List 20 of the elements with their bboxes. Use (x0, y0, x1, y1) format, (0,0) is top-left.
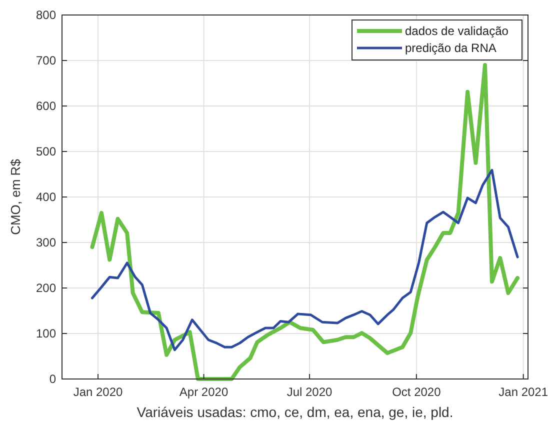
y-axis-title: CMO, em R$ (8, 158, 23, 235)
y-tick-label: 100 (36, 326, 56, 340)
legend-label: dados de validação (405, 24, 509, 38)
x-tick-label: Oct 2020 (392, 385, 442, 399)
legend-label: predição da RNA (405, 41, 496, 55)
y-tick-label: 400 (36, 190, 56, 204)
x-axis-title: Variáveis usadas: cmo, ce, dm, ea, ena, ge, ie, pld. (136, 404, 454, 420)
y-tick-label: 800 (36, 8, 56, 22)
x-tick-label: Apr 2020 (179, 385, 228, 399)
y-tick-label: 300 (36, 236, 56, 250)
y-tick-label: 700 (36, 54, 56, 68)
x-tick-label: Jan 2020 (73, 385, 124, 399)
y-tick-label: 200 (36, 281, 56, 295)
y-tick-label: 500 (36, 144, 56, 158)
x-tick-label: Jan 2021 (498, 385, 548, 399)
y-tick-label: 600 (36, 99, 56, 113)
x-tick-label: Jul 2020 (286, 385, 333, 399)
y-tick-label: 0 (49, 372, 56, 386)
line-series (90, 168, 519, 352)
line-series (90, 63, 520, 381)
